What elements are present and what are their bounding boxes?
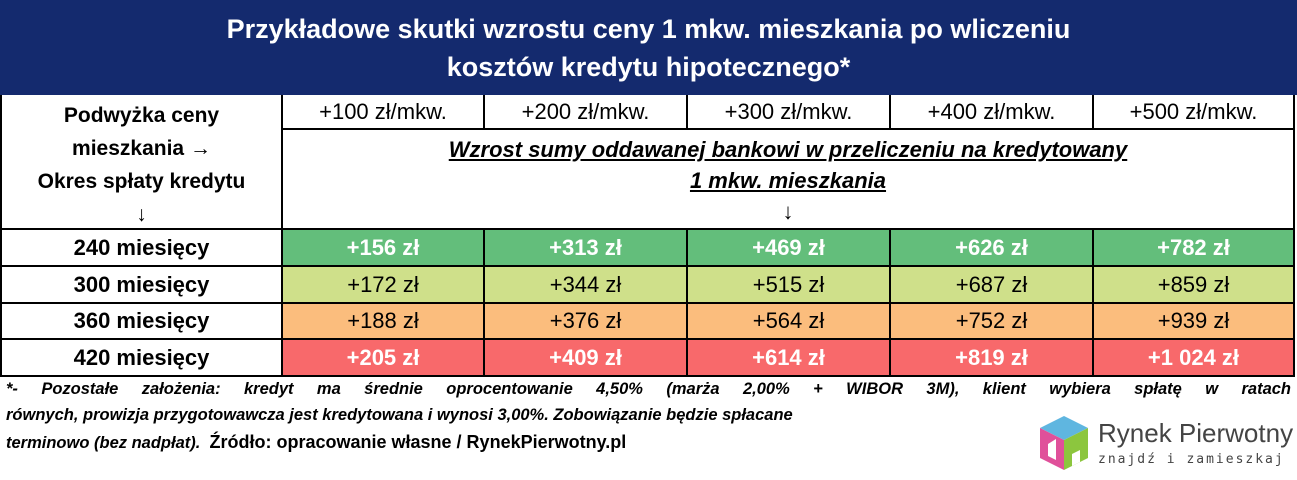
title-bar: Przykładowe skutki wzrostu ceny 1 mkw. m… — [0, 0, 1297, 95]
row-label: 300 miesięcy — [0, 267, 283, 304]
value-cell: +156 zł — [283, 230, 485, 267]
value-cell: +752 zł — [891, 304, 1094, 340]
subheader-line: 1 mkw. mieszkania — [689, 168, 887, 193]
logo-tagline: znajdź i zamieszkaj — [1098, 452, 1285, 467]
value-cell: +939 zł — [1094, 304, 1295, 340]
title-line: Przykładowe skutki wzrostu ceny 1 mkw. m… — [226, 14, 1071, 44]
column-header: +500 zł/mkw. — [1094, 95, 1295, 130]
value-cell: +859 zł — [1094, 267, 1295, 304]
value-cell: +782 zł — [1094, 230, 1295, 267]
value-cell: +313 zł — [485, 230, 688, 267]
value-cell: +376 zł — [485, 304, 688, 340]
footnote-text: terminowo (bez nadpłat). — [6, 434, 201, 452]
corner-line: ↓ — [136, 203, 147, 226]
column-header: +200 zł/mkw. — [485, 95, 688, 130]
row-label: 360 miesięcy — [0, 304, 283, 340]
footnote-line: terminowo (bez nadpłat). Źródło: opracow… — [6, 432, 626, 453]
value-cell: +172 zł — [283, 267, 485, 304]
value-cell: +819 zł — [891, 340, 1094, 377]
value-cell: +344 zł — [485, 267, 688, 304]
value-cell: +564 zł — [688, 304, 891, 340]
value-cell: +469 zł — [688, 230, 891, 267]
subheader-line: Wzrost sumy oddawanej bankowi w przelicz… — [448, 137, 1128, 162]
value-cell: +515 zł — [688, 267, 891, 304]
row-label: 420 miesięcy — [0, 340, 283, 377]
column-header: +400 zł/mkw. — [891, 95, 1094, 130]
source: Źródło: opracowanie własne / RynekPierwo… — [209, 432, 627, 452]
value-cell: +188 zł — [283, 304, 485, 340]
value-cell: +1 024 zł — [1094, 340, 1295, 377]
subheader: Wzrost sumy oddawanej bankowi w przelicz… — [283, 130, 1295, 230]
value-cell: +205 zł — [283, 340, 485, 377]
footnote-line: *- Pozostałe założenia: kredyt ma średni… — [6, 380, 1291, 398]
column-header: +300 zł/mkw. — [688, 95, 891, 130]
corner-line: Okres spłaty kredytu — [37, 170, 246, 193]
value-cell: +687 zł — [891, 267, 1094, 304]
footnote-line: równych, prowizja przygotowawcza jest kr… — [6, 406, 793, 424]
subheader-line: ↓ — [782, 199, 794, 224]
value-cell: +409 zł — [485, 340, 688, 377]
title-line: kosztów kredytu hipotecznego* — [446, 52, 851, 82]
row-label: 240 miesięcy — [0, 230, 283, 267]
value-cell: +614 zł — [688, 340, 891, 377]
corner-line: mieszkania → — [72, 137, 211, 160]
logo-icon — [1040, 416, 1088, 470]
corner-line: Podwyżka ceny — [63, 104, 220, 127]
corner-cell: Podwyżka ceny mieszkania → Okres spłaty kr… — [0, 95, 283, 230]
value-cell: +626 zł — [891, 230, 1094, 267]
logo-name: Rynek Pierwotny — [1098, 418, 1294, 448]
column-header: +100 zł/mkw. — [283, 95, 485, 130]
